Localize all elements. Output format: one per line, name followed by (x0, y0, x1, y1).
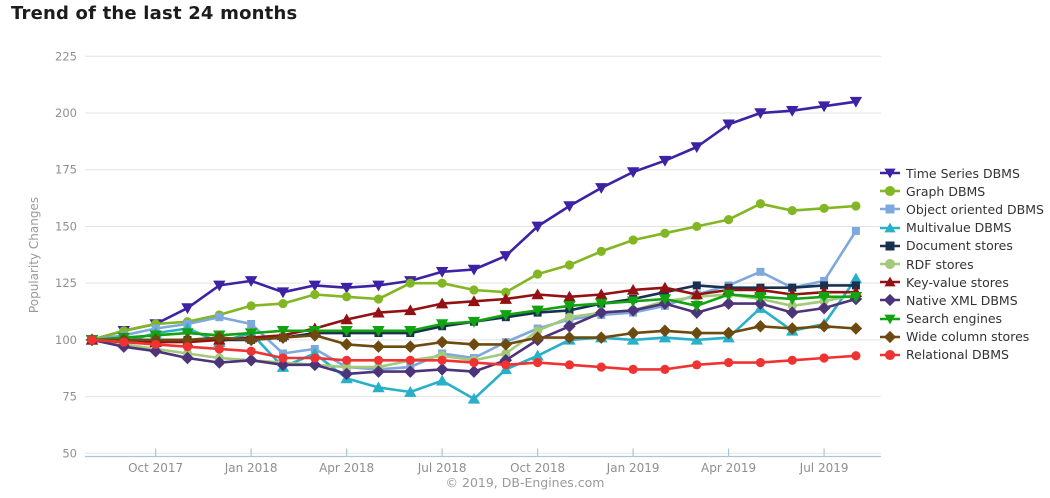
legend-marker-triangle-down-icon (880, 168, 900, 179)
legend-marker-square-icon (880, 241, 900, 251)
legend-label: Multivalue DBMS (906, 220, 1012, 236)
series-time-series-dbms[interactable] (85, 96, 863, 346)
legend-label: Native XML DBMS (906, 292, 1018, 308)
legend-label: Object oriented DBMS (906, 201, 1044, 217)
x-tick-label: Apr 2018 (319, 461, 374, 475)
legend-marker-triangle-down-icon (880, 314, 900, 324)
series-relational-dbms[interactable] (87, 335, 861, 374)
legend-item-key-value-stores[interactable]: Key-value stores (879, 273, 1049, 291)
x-tick-label: Oct 2018 (510, 461, 565, 475)
series-native-xml-dbms[interactable] (85, 292, 863, 381)
page-title: Trend of the last 24 months (11, 3, 298, 24)
legend-label: Search engines (906, 311, 1003, 327)
x-tick-label: Jul 2019 (799, 461, 849, 475)
legend-label: Time Series DBMS (906, 165, 1020, 181)
chart-legend: Time Series DBMS Graph DBMS Object oriente… (879, 164, 1049, 364)
y-tick-label: 175 (55, 163, 77, 177)
legend-item-graph-dbms[interactable]: Graph DBMS (879, 182, 1049, 200)
legend-label: Key-value stores (906, 274, 1009, 290)
legend-item-document-stores[interactable]: Document stores (879, 237, 1049, 255)
legend-marker-circle-icon (880, 258, 900, 270)
y-tick-label: 200 (55, 106, 77, 120)
y-tick-label: 100 (55, 333, 77, 347)
legend-marker-square-icon (880, 204, 900, 214)
y-tick-label: 150 (55, 219, 77, 233)
legend-item-multivalue-dbms[interactable]: Multivalue DBMS (879, 219, 1049, 237)
legend-marker-circle-icon (880, 349, 900, 361)
legend-item-time-series-dbms[interactable]: Time Series DBMS (879, 164, 1049, 182)
legend-item-rdf-stores[interactable]: RDF stores (879, 255, 1049, 273)
legend-item-relational-dbms[interactable]: Relational DBMS (879, 346, 1049, 364)
legend-marker-diamond-icon (880, 330, 900, 343)
x-tick-label: Apr 2019 (701, 461, 756, 475)
legend-item-native-xml-dbms[interactable]: Native XML DBMS (879, 291, 1049, 309)
legend-label: Wide column stores (906, 329, 1030, 345)
legend-label: Relational DBMS (906, 347, 1009, 363)
y-tick-label: 50 (62, 446, 77, 460)
legend-label: RDF stores (906, 256, 974, 272)
y-tick-label: 75 (62, 390, 77, 404)
legend-label: Document stores (906, 238, 1013, 254)
x-tick-label: Jan 2018 (224, 461, 278, 475)
legend-marker-triangle-up-icon (880, 222, 900, 232)
x-axis: Oct 2017 Jan 2018 Apr 2018 Jul 2018 Oct 2018… (85, 448, 881, 475)
y-tick-label: 225 (55, 49, 77, 63)
y-tick-label: 125 (55, 276, 77, 290)
legend-item-wide-column-stores[interactable]: Wide column stores (879, 328, 1049, 346)
series-wide-column-stores[interactable] (85, 320, 863, 353)
x-tick-label: Jul 2018 (417, 461, 467, 475)
x-tick-label: Oct 2017 (128, 461, 183, 475)
x-tick-label: Jan 2019 (606, 461, 660, 475)
legend-item-object-oriented-dbms[interactable]: Object oriented DBMS (879, 200, 1049, 218)
legend-marker-diamond-icon (880, 294, 900, 307)
y-axis-title: Popularity Changes (27, 197, 41, 313)
legend-label: Graph DBMS (906, 183, 986, 199)
legend-item-search-engines[interactable]: Search engines (879, 310, 1049, 328)
chart-footer: © 2019, DB-Engines.com (445, 475, 605, 490)
legend-marker-triangle-up-icon (880, 276, 900, 287)
legend-marker-circle-icon (880, 186, 900, 197)
